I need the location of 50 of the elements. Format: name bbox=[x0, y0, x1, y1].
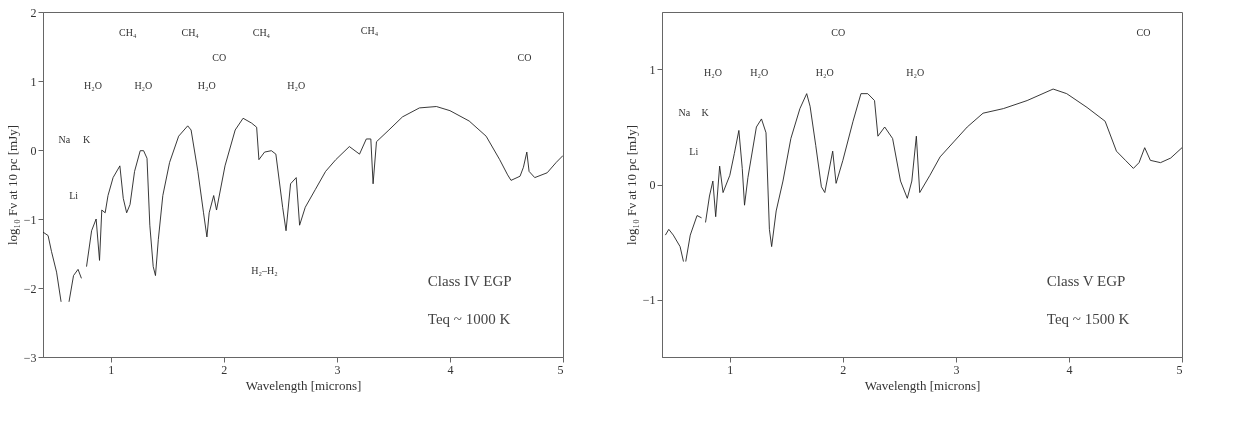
annotation: H₂O bbox=[83, 79, 102, 91]
annotation: CH₄ bbox=[181, 26, 200, 38]
y-tick-label: −3 bbox=[23, 350, 37, 365]
annotation: Teq ~ 1000 K bbox=[427, 311, 511, 328]
y-tick-label: −2 bbox=[23, 281, 37, 296]
annotation: H₂O bbox=[750, 67, 769, 79]
y-tick-label: 1 bbox=[649, 63, 656, 77]
annotation: Na bbox=[58, 134, 71, 146]
x-axis-title: Wavelength [microns] bbox=[864, 377, 981, 393]
y-tick-label: 0 bbox=[30, 143, 37, 158]
annotation: CO bbox=[212, 51, 227, 63]
x-tick-label: 4 bbox=[447, 362, 454, 377]
annotation: CO bbox=[831, 26, 846, 38]
x-axis-title: Wavelength [microns] bbox=[245, 377, 362, 393]
x-tick-label: 1 bbox=[727, 362, 734, 377]
annotation: H₂O bbox=[703, 67, 722, 79]
annotation: CO bbox=[1136, 26, 1151, 38]
annotation: CH₄ bbox=[360, 24, 379, 36]
y-tick-label: 2 bbox=[30, 5, 37, 20]
x-tick-label: 4 bbox=[1066, 362, 1073, 377]
x-tick-label: 5 bbox=[557, 362, 564, 377]
annotation: Li bbox=[689, 146, 699, 158]
annotation: CH₄ bbox=[119, 26, 137, 38]
x-tick-label: 2 bbox=[840, 362, 847, 377]
annotation: Teq ~ 1500 K bbox=[1046, 311, 1130, 328]
annotation: Na bbox=[678, 107, 691, 119]
y-tick-label: −1 bbox=[23, 212, 37, 227]
annotation: Class V EGP bbox=[1046, 273, 1126, 290]
annotation: CH₄ bbox=[252, 26, 271, 38]
x-tick-label: 3 bbox=[953, 362, 960, 377]
y-tick-label: 1 bbox=[30, 74, 37, 89]
x-tick-label: 5 bbox=[1176, 362, 1183, 377]
annotation: CO bbox=[517, 51, 532, 63]
y-axis-title: log₁₀ Fν at 10 pc [mJy] bbox=[4, 124, 20, 246]
annotation: H₂O bbox=[906, 67, 925, 79]
x-tick-label: 1 bbox=[108, 362, 115, 377]
annotation: H₂O bbox=[287, 79, 306, 91]
annotation: Class IV EGP bbox=[427, 273, 512, 290]
annotation: K bbox=[83, 134, 92, 146]
x-tick-label: 3 bbox=[334, 362, 341, 377]
annotation: H₂O bbox=[134, 79, 153, 91]
y-axis-title: log₁₀ Fν at 10 pc [mJy] bbox=[623, 124, 639, 246]
y-tick-label: 0 bbox=[649, 178, 656, 192]
annotation: H₂–H₂ bbox=[251, 264, 278, 276]
annotation: H₂O bbox=[815, 67, 834, 79]
x-tick-label: 2 bbox=[221, 362, 228, 377]
annotation: K bbox=[701, 107, 710, 119]
y-tick-label: −1 bbox=[642, 293, 656, 307]
annotation: H₂O bbox=[197, 79, 216, 91]
annotation: Li bbox=[69, 189, 79, 201]
